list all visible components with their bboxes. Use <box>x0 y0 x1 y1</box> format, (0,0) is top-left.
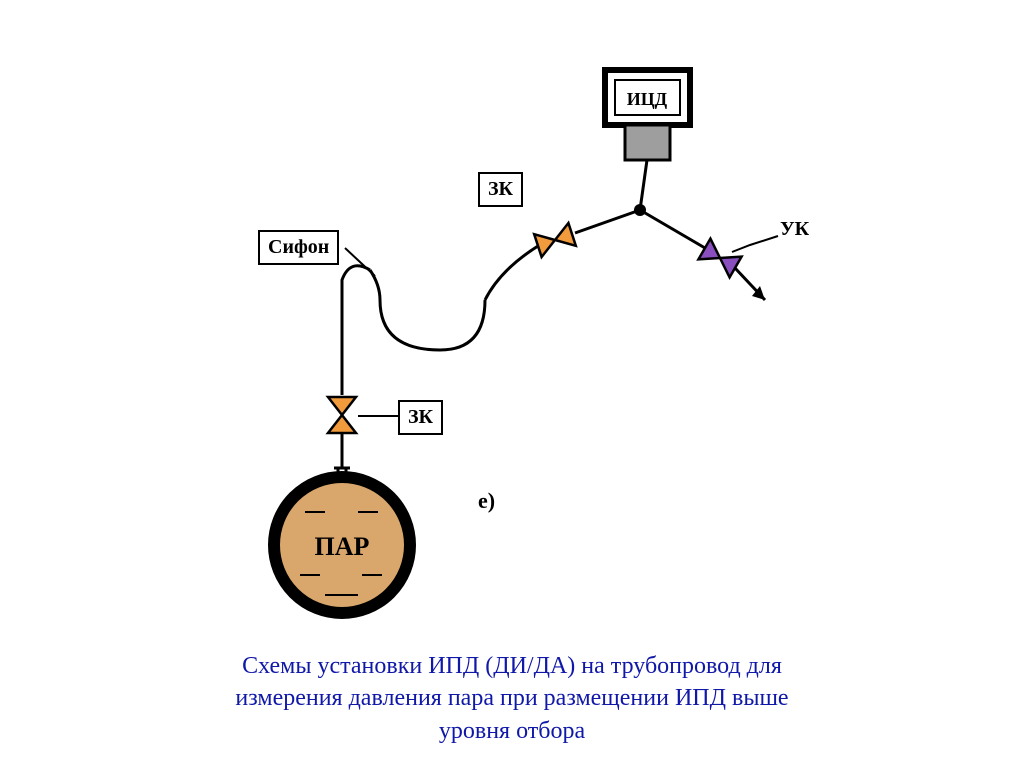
caption-line-3: уровня отбора <box>439 718 585 744</box>
label-zk-top: ЗК <box>478 172 523 207</box>
caption-line-2: измерения давления пара при размещении И… <box>235 685 788 711</box>
svg-text:ПАР: ПАР <box>315 532 370 561</box>
label-zk-bottom: ЗК <box>398 400 443 435</box>
sub-figure-letter: е) <box>478 488 495 514</box>
figure-caption: Схемы установки ИПД (ДИ/ДА) на трубопров… <box>0 650 1024 747</box>
meter-device: ИЦД <box>605 70 690 160</box>
label-siphon: Сифон <box>258 230 339 265</box>
label-uk: УК <box>780 218 809 241</box>
svg-text:ИЦД: ИЦД <box>627 89 668 109</box>
schematic-diagram: ИЦД ПАР <box>0 0 1024 640</box>
caption-line-1: Схемы установки ИПД (ДИ/ДА) на трубопров… <box>242 653 782 679</box>
